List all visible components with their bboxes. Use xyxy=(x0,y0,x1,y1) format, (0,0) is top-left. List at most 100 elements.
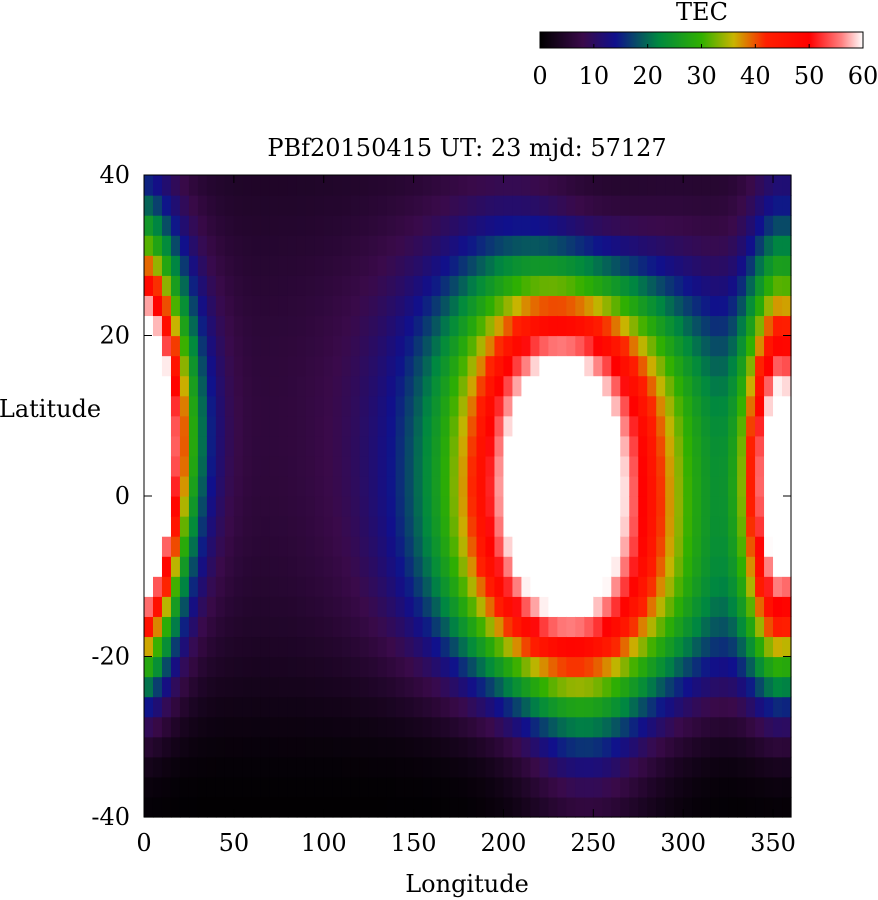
heatmap-cell xyxy=(287,716,298,738)
heatmap-cell xyxy=(719,315,729,337)
heatmap-cell xyxy=(197,315,208,337)
heatmap-cell xyxy=(710,516,720,537)
heatmap-cell xyxy=(260,736,271,758)
heatmap-cell xyxy=(521,716,532,738)
heatmap-cell xyxy=(341,195,352,216)
heatmap-cell xyxy=(701,395,711,417)
heatmap-cell xyxy=(332,295,343,317)
heatmap-cell xyxy=(377,255,388,276)
heatmap-cell xyxy=(530,355,540,377)
heatmap-cell xyxy=(485,335,496,357)
heatmap-cell xyxy=(323,415,334,437)
heatmap-cell xyxy=(494,295,505,317)
heatmap-cell xyxy=(737,375,747,397)
heatmap-cell xyxy=(692,576,702,597)
heatmap-cell xyxy=(755,676,765,698)
heatmap-cell xyxy=(620,355,630,377)
heatmap-cell xyxy=(629,355,639,377)
heatmap-cell xyxy=(656,375,666,397)
heatmap-cell xyxy=(512,415,523,437)
heatmap-cell xyxy=(620,616,630,638)
heatmap-cell xyxy=(647,776,657,798)
heatmap-cell xyxy=(593,676,603,698)
heatmap-cell xyxy=(575,616,585,638)
heatmap-cell xyxy=(440,315,451,337)
heatmap-cell xyxy=(350,576,361,597)
heatmap-cell xyxy=(557,415,567,437)
heatmap-cell xyxy=(782,536,792,557)
heatmap-cell xyxy=(656,395,666,417)
heatmap-cell xyxy=(431,295,442,317)
heatmap-cell xyxy=(215,516,226,537)
heatmap-cell xyxy=(647,435,657,457)
heatmap-cell xyxy=(449,736,460,758)
heatmap-cell xyxy=(782,455,792,477)
heatmap-cell xyxy=(539,556,549,577)
heatmap-cell xyxy=(647,375,657,397)
heatmap-cell xyxy=(530,556,540,577)
heatmap-cell xyxy=(620,335,630,357)
heatmap-cell xyxy=(503,335,514,357)
heatmap-cell xyxy=(719,395,729,417)
heatmap-cell xyxy=(485,375,496,397)
heatmap-cell xyxy=(584,275,594,296)
heatmap-cell xyxy=(386,355,397,377)
heatmap-cell xyxy=(260,536,271,557)
heatmap-cell xyxy=(683,536,693,557)
heatmap-cell xyxy=(764,716,774,738)
heatmap-cell xyxy=(737,475,747,497)
heatmap-cell xyxy=(593,596,603,617)
heatmap-cell xyxy=(656,255,666,276)
heatmap-cell xyxy=(341,616,352,638)
heatmap-cell xyxy=(467,175,478,196)
heatmap-cell xyxy=(161,576,172,597)
heatmap-cell xyxy=(206,415,217,437)
heatmap-cell xyxy=(611,496,621,517)
heatmap-cell xyxy=(458,395,469,417)
heatmap-cell xyxy=(485,475,496,497)
heatmap-cell xyxy=(521,215,532,236)
heatmap-cell xyxy=(611,736,621,758)
heatmap-cell xyxy=(449,215,460,236)
heatmap-cell xyxy=(215,295,226,317)
heatmap-cell xyxy=(701,716,711,738)
heatmap-cell xyxy=(350,596,361,617)
heatmap-cell xyxy=(359,295,370,317)
heatmap-cell xyxy=(260,415,271,437)
heatmap-cell xyxy=(440,616,451,638)
heatmap-cell xyxy=(584,355,594,377)
heatmap-cell xyxy=(224,235,235,256)
heatmap-cell xyxy=(467,596,478,617)
heatmap-cell xyxy=(377,275,388,296)
heatmap-cell xyxy=(233,696,244,718)
heatmap-cell xyxy=(557,536,567,557)
heatmap-cell xyxy=(467,195,478,216)
heatmap-cell xyxy=(197,235,208,256)
heatmap-cell xyxy=(692,475,702,497)
heatmap-cell xyxy=(341,716,352,738)
heatmap-cell xyxy=(638,335,648,357)
heatmap-cell xyxy=(467,516,478,537)
heatmap-cell xyxy=(674,536,684,557)
heatmap-cell xyxy=(503,676,514,698)
heatmap-cell xyxy=(161,415,172,437)
heatmap-cell xyxy=(656,516,666,537)
heatmap-cell xyxy=(467,395,478,417)
heatmap-cell xyxy=(620,255,630,276)
heatmap-cell xyxy=(431,395,442,417)
heatmap-cell xyxy=(530,756,540,778)
heatmap-cell xyxy=(395,375,406,397)
heatmap-cell xyxy=(629,596,639,617)
heatmap-cell xyxy=(683,576,693,597)
heatmap-cell xyxy=(503,175,514,196)
heatmap-cell xyxy=(386,616,397,638)
heatmap-cell xyxy=(656,295,666,317)
heatmap-cell xyxy=(674,255,684,276)
heatmap-cell xyxy=(305,736,316,758)
heatmap-cell xyxy=(548,616,558,638)
heatmap-cell xyxy=(341,796,352,818)
heatmap-cell xyxy=(323,255,334,276)
heatmap-cell xyxy=(701,796,711,818)
heatmap-cell xyxy=(665,576,675,597)
heatmap-cell xyxy=(755,315,765,337)
